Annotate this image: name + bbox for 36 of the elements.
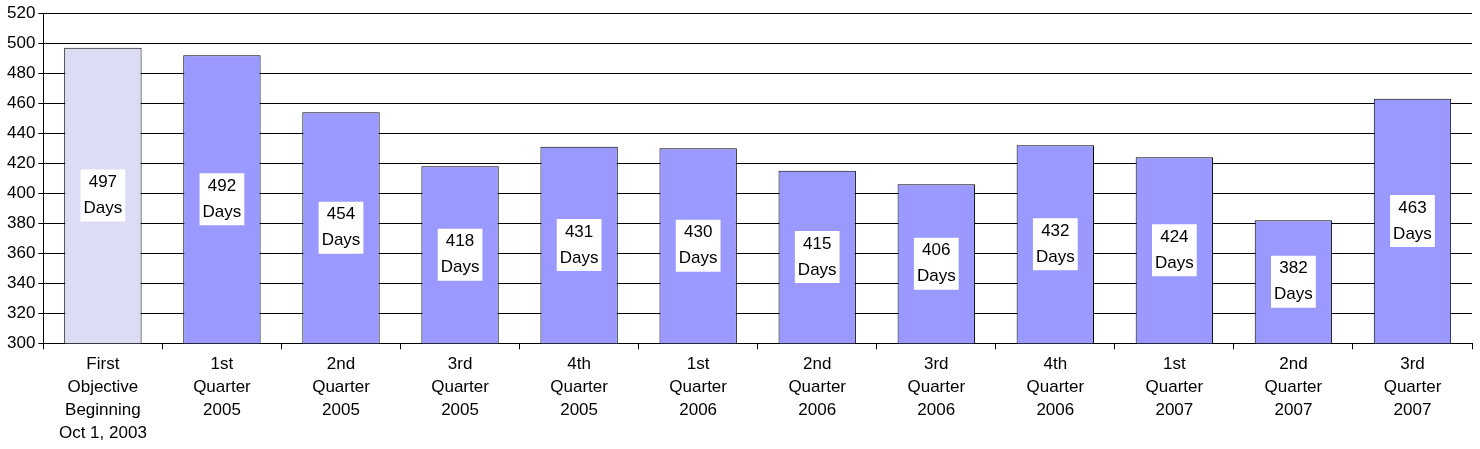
y-tick-label: 340	[6, 272, 36, 292]
x-tick-label: First Objective Beginning Oct 1, 2003	[58, 354, 147, 443]
x-tick-label: 2nd Quarter 2007	[1264, 354, 1323, 420]
x-tick-label: 2nd Quarter 2005	[312, 354, 371, 420]
data-label: 415 Days	[797, 233, 837, 279]
data-label: 454 Days	[321, 204, 361, 250]
x-tick-label: 2nd Quarter 2006	[788, 354, 847, 420]
data-label: 497 Days	[83, 172, 123, 218]
y-tick-label: 500	[6, 32, 36, 52]
y-tick-label: 460	[6, 92, 36, 112]
y-tick-label: 320	[6, 302, 36, 322]
y-tick-label: 400	[6, 182, 36, 202]
x-tick-label: 4th Quarter 2006	[1026, 354, 1085, 420]
y-tick-label: 480	[6, 62, 36, 82]
data-label: 492 Days	[202, 175, 242, 221]
y-tick-label: 440	[6, 122, 36, 142]
data-label: 463 Days	[1393, 197, 1432, 243]
x-tick-label: 4th Quarter 2005	[550, 354, 609, 420]
data-label: 382 Days	[1274, 258, 1313, 304]
data-label: 431 Days	[559, 221, 599, 267]
data-label: 430 Days	[678, 222, 718, 268]
data-label: 406 Days	[916, 240, 956, 286]
x-tick-label: 3rd Quarter 2006	[907, 354, 966, 420]
x-tick-label: 1st Quarter 2006	[669, 354, 728, 420]
y-tick-label: 420	[6, 152, 36, 172]
data-label: 424 Days	[1155, 226, 1194, 272]
y-tick-label: 380	[6, 212, 36, 232]
x-tick-label: 1st Quarter 2005	[193, 354, 252, 420]
data-label: 418 Days	[440, 231, 480, 277]
x-tick-label: 3rd Quarter 2007	[1383, 354, 1442, 420]
x-tick-label: 3rd Quarter 2005	[431, 354, 490, 420]
y-tick-label: 360	[6, 242, 36, 262]
x-tick-label: 1st Quarter 2007	[1145, 354, 1204, 420]
y-tick-label: 520	[6, 2, 36, 22]
y-tick-label: 300	[6, 332, 36, 352]
data-label: 432 Days	[1035, 220, 1075, 266]
